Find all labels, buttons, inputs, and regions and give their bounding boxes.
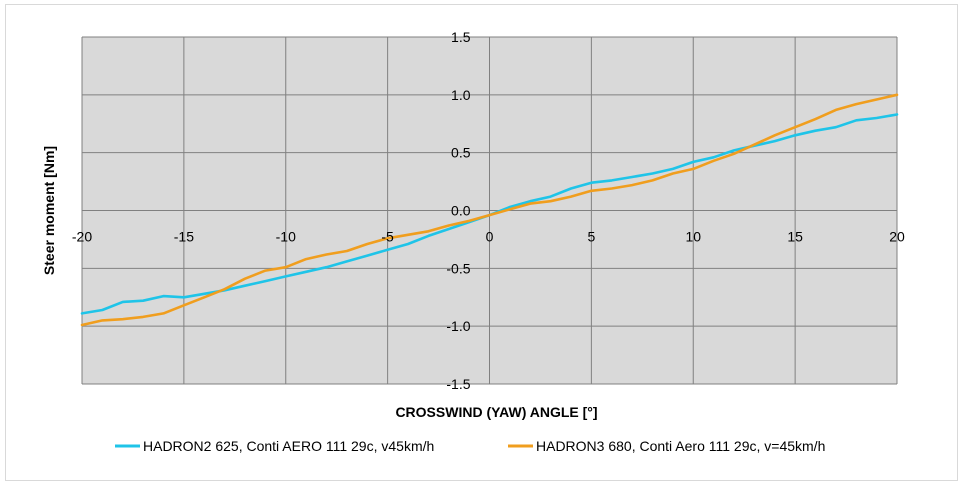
series-lines	[80, 93, 899, 327]
y-tick-label: 1.0	[451, 87, 471, 103]
gridlines	[81, 36, 898, 385]
tick-labels: -20 -15 -10 -5 0 5 10 15 20 1.5 1.0 0.5 0.0 -0.5 -1.0 -…	[72, 29, 905, 392]
x-tick-label: 0	[486, 229, 494, 245]
y-axis-title: Steer moment [Nm]	[41, 146, 57, 275]
series-line-2	[80, 93, 899, 327]
x-tick-label: 15	[787, 229, 803, 245]
y-tick-label: 0.5	[451, 145, 471, 161]
x-tick-label: 5	[587, 229, 595, 245]
legend-label-1: HADRON2 625, Conti AERO 111 29c, v45km/h	[143, 438, 434, 454]
y-tick-label: -0.5	[446, 260, 470, 276]
x-axis-title: CROSSWIND (YAW) ANGLE [°]	[395, 404, 597, 420]
x-tick-label: -15	[174, 229, 194, 245]
y-tick-label: -1.5	[446, 376, 470, 392]
x-tick-label: -5	[381, 229, 394, 245]
y-tick-label: 0.0	[451, 203, 471, 219]
x-tick-label: 20	[889, 229, 905, 245]
legend-label-2: HADRON3 680, Conti Aero 111 29c, v=45km/…	[536, 438, 825, 454]
x-tick-label: -10	[276, 229, 296, 245]
y-tick-label: -1.0	[446, 318, 470, 334]
y-tick-label: 1.5	[451, 29, 471, 45]
x-tick-label: -20	[72, 229, 92, 245]
legend: HADRON2 625, Conti AERO 111 29c, v45km/h…	[115, 438, 825, 454]
x-tick-label: 10	[685, 229, 701, 245]
